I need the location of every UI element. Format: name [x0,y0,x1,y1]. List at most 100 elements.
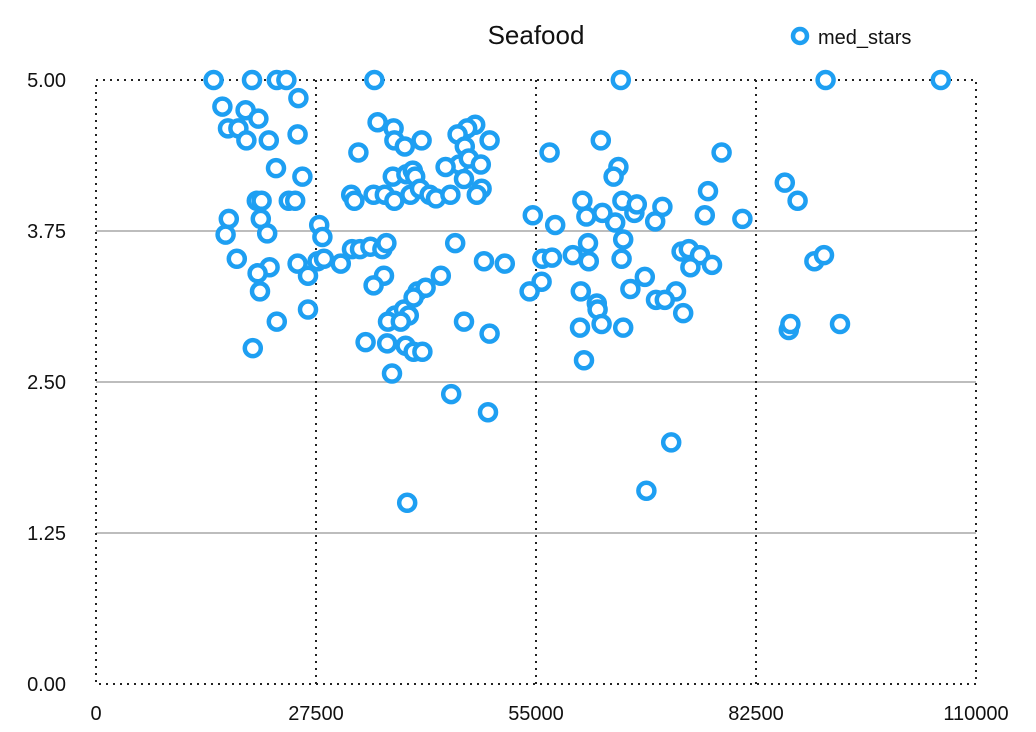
data-point [612,317,634,338]
data-point [236,130,257,151]
data-point [591,313,612,335]
data-point [787,190,808,212]
data-point [672,302,694,324]
y-tick-label: 3.75 [27,221,66,243]
data-point [256,223,278,244]
data-point [610,69,632,91]
data-point [522,205,544,226]
data-point [258,130,280,151]
data-point [453,168,475,190]
data-point [494,253,516,274]
data-point [732,208,753,230]
data-point [711,142,732,163]
data-point [644,211,666,232]
x-tick-label: 0 [90,703,101,725]
data-point [292,166,313,187]
data-point [544,214,566,236]
x-tick-label: 110000 [943,703,1008,725]
data-point [381,363,403,384]
y-tick-label: 1.25 [27,523,66,545]
data-point [212,96,233,117]
data-point [539,142,560,163]
data-point [251,190,272,212]
data-point [660,432,682,453]
data-point [570,281,592,302]
data-point [611,248,632,270]
data-point [604,212,626,233]
legend: med_stars [790,26,911,49]
data-point [376,232,397,254]
data-point [276,69,297,91]
x-tick-label: 55000 [508,703,564,725]
data-point [218,208,240,230]
data-point [411,130,432,151]
data-point [697,180,719,202]
data-point [247,263,268,284]
data-point [680,256,701,278]
data-point [297,265,319,286]
data-point [249,281,271,302]
data-point [470,154,492,175]
data-point [412,341,433,363]
data-point [694,205,716,226]
data-point [576,206,597,227]
data-point [248,108,269,129]
data-point [592,202,613,224]
data-point [330,253,352,274]
y-tick-label: 5.00 [27,70,66,92]
data-point [453,311,475,332]
data-point [634,266,656,288]
data-point [620,278,641,300]
data-point [312,226,333,248]
data-point [573,350,595,371]
data-point [376,333,398,354]
data-point [242,337,264,359]
data-point [815,69,836,91]
data-point [479,130,500,151]
data-point [577,232,599,254]
data-point [435,156,456,178]
data-point [519,281,540,302]
data-point [444,232,466,254]
data-point [541,247,563,268]
data-point [364,69,385,91]
data-point [430,265,452,286]
data-point [626,194,648,215]
data-point [569,317,591,338]
data-point [265,157,287,179]
data-point [440,383,462,405]
data-point [636,480,657,501]
data-point [390,311,412,332]
data-point [384,190,405,212]
data-point [829,313,851,335]
data-point [590,130,612,151]
legend-label-med-stars: med_stars [818,27,911,49]
data-point [203,69,224,91]
y-tick-label: 0.00 [27,674,66,696]
data-point [288,87,309,109]
data-point [348,142,369,163]
data-point [654,289,676,311]
data-point [440,184,461,206]
data-point [266,311,288,332]
data-point [603,166,624,187]
grid-layer [95,79,977,685]
data-point [813,244,835,266]
data-point [477,401,499,423]
tick-labels: 0.00 1.25 2.50 3.75 5.00 0 27500 55000 82500 1100… [27,70,1009,725]
x-tick-label: 82500 [728,703,784,725]
data-point [363,275,384,296]
data-point [394,136,416,157]
data-point [466,184,488,206]
data-point [355,331,376,353]
data-point [479,323,500,344]
data-point [930,69,952,91]
data-point [774,172,796,193]
data-point [396,492,418,514]
data-point [473,250,495,272]
data-point [367,112,388,133]
data-point [287,253,308,274]
data-point [297,299,319,320]
